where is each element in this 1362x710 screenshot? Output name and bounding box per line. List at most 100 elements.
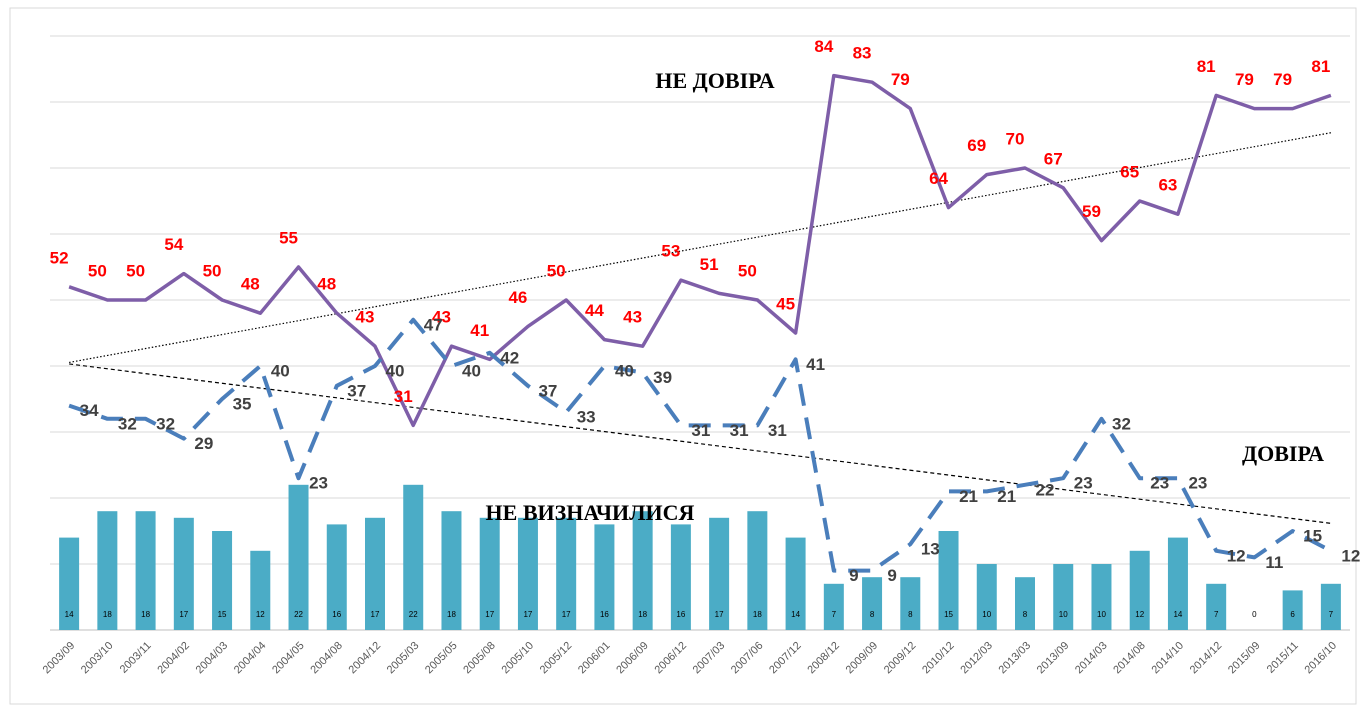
data-label: 67 bbox=[1044, 149, 1063, 168]
x-tick-label: 2007/06 bbox=[729, 640, 766, 677]
bar-label: 16 bbox=[600, 610, 609, 619]
data-label: 34 bbox=[80, 401, 99, 420]
bar bbox=[288, 484, 309, 630]
line-series bbox=[68, 317, 1332, 573]
bar-label: 16 bbox=[332, 610, 341, 619]
bar bbox=[938, 531, 959, 630]
x-tick-label: 2014/08 bbox=[1111, 640, 1148, 677]
data-label: 63 bbox=[1158, 176, 1177, 195]
bar-label: 0 bbox=[1252, 610, 1257, 619]
data-label: 45 bbox=[776, 294, 795, 313]
bar-label: 18 bbox=[638, 610, 647, 619]
bar bbox=[365, 517, 385, 630]
bar bbox=[479, 517, 500, 630]
data-label: 81 bbox=[1311, 57, 1330, 76]
data-label: 15 bbox=[1303, 526, 1322, 545]
data-label: 31 bbox=[691, 421, 710, 440]
x-tick-label: 2004/04 bbox=[232, 640, 269, 677]
data-label: 32 bbox=[156, 414, 175, 433]
bar-label: 17 bbox=[562, 610, 571, 619]
bar bbox=[326, 524, 347, 630]
bar-label: 14 bbox=[1173, 610, 1182, 619]
data-label: 23 bbox=[309, 474, 328, 493]
bar bbox=[709, 517, 730, 630]
bar-label: 10 bbox=[982, 610, 991, 619]
data-label: 9 bbox=[887, 566, 896, 585]
x-tick-label: 2005/03 bbox=[385, 640, 422, 677]
series-annotation: НЕ ВИЗНАЧИЛИСЯ bbox=[486, 500, 695, 525]
x-tick-label: 2015/09 bbox=[1226, 640, 1263, 677]
bar bbox=[862, 577, 883, 630]
bar-label: 14 bbox=[65, 610, 74, 619]
data-label: 46 bbox=[508, 288, 527, 307]
bar bbox=[1053, 564, 1074, 630]
x-tick-label: 2004/08 bbox=[308, 640, 345, 677]
bar bbox=[670, 524, 691, 630]
data-label: 43 bbox=[623, 308, 642, 327]
bar bbox=[976, 564, 997, 630]
trend-line bbox=[69, 132, 1331, 364]
data-label: 31 bbox=[768, 421, 787, 440]
trend-line bbox=[69, 363, 1331, 524]
x-tick-label: 2008/12 bbox=[805, 640, 842, 677]
data-label: 41 bbox=[470, 321, 489, 340]
chart-border bbox=[9, 7, 1357, 705]
bar-label: 17 bbox=[715, 610, 724, 619]
bar bbox=[747, 511, 768, 630]
x-tick-label: 2003/11 bbox=[118, 640, 154, 676]
bar-label: 12 bbox=[256, 610, 265, 619]
data-label: 23 bbox=[1074, 474, 1093, 493]
x-tick-label: 2015/11 bbox=[1265, 640, 1301, 676]
bar bbox=[1282, 590, 1303, 630]
x-tick-label: 2006/12 bbox=[652, 640, 689, 677]
data-label: 43 bbox=[432, 308, 451, 327]
data-label: 51 bbox=[700, 255, 719, 274]
data-label: 54 bbox=[164, 235, 183, 254]
data-label: 50 bbox=[88, 261, 107, 280]
data-label: 52 bbox=[50, 248, 69, 267]
data-label: 33 bbox=[577, 408, 596, 427]
data-label: 47 bbox=[424, 315, 443, 334]
x-tick-label: 2004/12 bbox=[347, 640, 384, 677]
data-label: 65 bbox=[1120, 162, 1139, 181]
bar-label: 18 bbox=[447, 610, 456, 619]
data-label: 35 bbox=[233, 394, 252, 413]
bar-label: 10 bbox=[1097, 610, 1106, 619]
data-label: 32 bbox=[118, 414, 137, 433]
data-label: 50 bbox=[738, 261, 757, 280]
bar-label: 7 bbox=[832, 610, 837, 619]
data-label: 32 bbox=[1112, 414, 1131, 433]
data-label: 50 bbox=[547, 261, 566, 280]
bar bbox=[403, 484, 424, 630]
data-label: 40 bbox=[271, 361, 290, 380]
data-label: 59 bbox=[1082, 202, 1101, 221]
data-label: 64 bbox=[929, 169, 948, 188]
x-tick-label: 2005/12 bbox=[538, 640, 575, 677]
x-tick-label: 2013/03 bbox=[997, 640, 1034, 677]
bar-label: 17 bbox=[523, 610, 532, 619]
x-tick-label: 2003/09 bbox=[41, 640, 78, 677]
bar bbox=[1320, 583, 1341, 630]
data-label: 50 bbox=[203, 261, 222, 280]
x-tick-label: 2013/09 bbox=[1035, 640, 1072, 677]
x-tick-label: 2004/02 bbox=[155, 640, 192, 677]
bar bbox=[594, 524, 615, 630]
data-label: 40 bbox=[386, 361, 405, 380]
bar-label: 7 bbox=[1214, 610, 1219, 619]
data-label: 81 bbox=[1197, 57, 1216, 76]
x-tick-label: 2004/03 bbox=[194, 640, 231, 677]
series-annotation: НЕ ДОВІРА bbox=[655, 68, 774, 93]
x-tick-label: 2014/10 bbox=[1150, 640, 1187, 677]
bar bbox=[59, 537, 80, 630]
bar-label: 16 bbox=[676, 610, 685, 619]
bar-label: 18 bbox=[103, 610, 112, 619]
data-label: 79 bbox=[891, 70, 910, 89]
x-tick-label: 2003/10 bbox=[79, 640, 116, 677]
data-label: 79 bbox=[1273, 70, 1292, 89]
data-label: 41 bbox=[806, 355, 825, 374]
data-label: 23 bbox=[1188, 474, 1207, 493]
data-label: 70 bbox=[1006, 129, 1025, 148]
bar bbox=[823, 583, 844, 630]
bar-label: 6 bbox=[1290, 610, 1295, 619]
